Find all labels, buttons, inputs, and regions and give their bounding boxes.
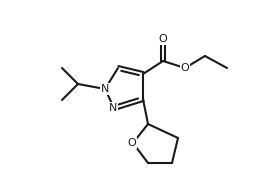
- Text: O: O: [128, 138, 136, 148]
- Text: N: N: [101, 84, 109, 94]
- Text: N: N: [109, 103, 117, 113]
- Text: O: O: [159, 34, 167, 44]
- Text: O: O: [181, 63, 189, 73]
